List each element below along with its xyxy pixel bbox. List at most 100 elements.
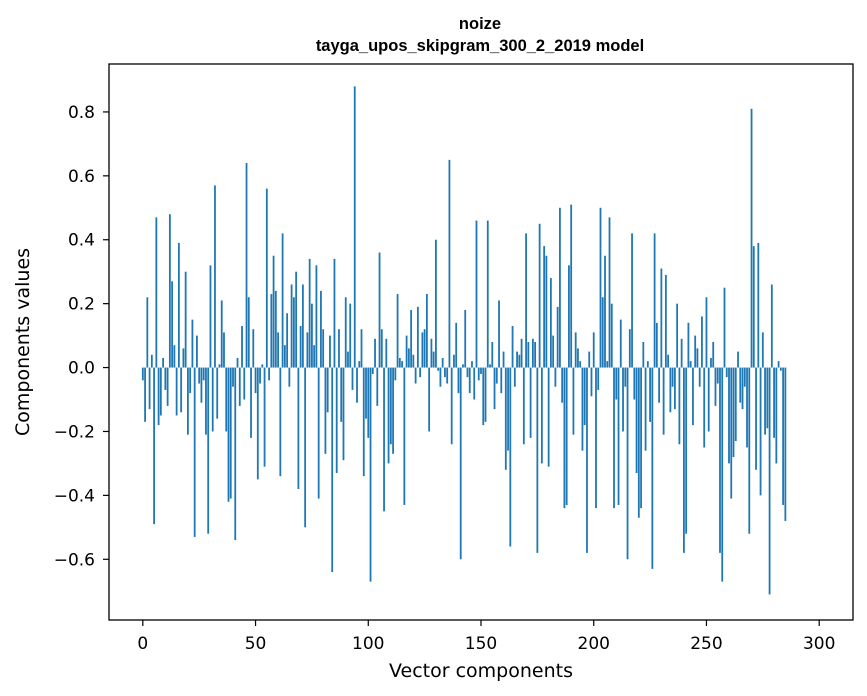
bar bbox=[626, 367, 629, 560]
bar bbox=[536, 367, 539, 553]
bar bbox=[315, 265, 318, 368]
bar bbox=[162, 357, 165, 368]
bar bbox=[349, 303, 352, 368]
bar bbox=[755, 367, 757, 470]
bar bbox=[721, 367, 724, 582]
bar bbox=[646, 361, 649, 368]
bar bbox=[450, 367, 453, 445]
bar bbox=[719, 367, 721, 553]
bar bbox=[599, 207, 602, 368]
bar bbox=[723, 287, 726, 368]
bar bbox=[374, 338, 376, 368]
bar bbox=[628, 329, 631, 368]
x-tick-label: 200 bbox=[578, 634, 610, 654]
bar bbox=[311, 303, 313, 368]
bar bbox=[597, 367, 600, 390]
bar bbox=[229, 367, 232, 499]
bar bbox=[371, 367, 374, 374]
bar bbox=[335, 367, 338, 474]
bar bbox=[779, 367, 782, 371]
bar bbox=[687, 322, 690, 368]
bar bbox=[617, 367, 620, 505]
bar bbox=[340, 367, 343, 422]
bar bbox=[344, 297, 347, 368]
bar bbox=[286, 313, 289, 368]
bar bbox=[680, 338, 683, 368]
bar bbox=[281, 233, 284, 368]
bar bbox=[301, 284, 304, 368]
bar bbox=[455, 322, 458, 368]
bar bbox=[554, 367, 557, 387]
bar bbox=[678, 367, 681, 445]
x-tick-label: 100 bbox=[352, 634, 384, 654]
bar bbox=[180, 367, 183, 413]
bar bbox=[653, 233, 656, 368]
bar bbox=[592, 332, 595, 368]
y-tick-label: −0.6 bbox=[54, 550, 95, 570]
bar bbox=[725, 367, 728, 378]
bar bbox=[252, 329, 255, 368]
y-tick-label: 0.2 bbox=[68, 295, 95, 315]
bar bbox=[410, 310, 413, 368]
bar bbox=[394, 367, 397, 381]
bar bbox=[552, 335, 555, 368]
bar bbox=[631, 233, 633, 368]
bar bbox=[256, 367, 259, 480]
bar bbox=[586, 367, 588, 553]
x-tick-label: 300 bbox=[803, 634, 835, 654]
bar bbox=[748, 367, 751, 534]
bar bbox=[707, 367, 710, 432]
bar bbox=[322, 329, 325, 368]
bar bbox=[383, 367, 385, 512]
bar bbox=[547, 367, 550, 467]
bar bbox=[157, 367, 160, 426]
bar bbox=[543, 246, 546, 368]
bar bbox=[146, 297, 149, 368]
bar bbox=[703, 367, 706, 448]
bar bbox=[441, 357, 444, 368]
bar bbox=[556, 306, 559, 368]
bar bbox=[200, 367, 203, 403]
bar bbox=[453, 354, 455, 368]
bar bbox=[685, 367, 688, 534]
bar bbox=[324, 367, 327, 454]
bar bbox=[444, 367, 446, 378]
bar bbox=[484, 367, 487, 422]
bar bbox=[297, 367, 300, 489]
bar bbox=[234, 367, 237, 541]
bar bbox=[477, 367, 480, 381]
bar bbox=[283, 345, 286, 368]
bar bbox=[529, 367, 532, 438]
bar bbox=[527, 342, 530, 368]
bar bbox=[610, 303, 613, 368]
bar bbox=[270, 294, 273, 368]
bar bbox=[471, 361, 473, 368]
bar bbox=[182, 348, 185, 368]
bar bbox=[662, 367, 665, 435]
bar bbox=[660, 268, 663, 368]
bar bbox=[640, 367, 642, 509]
bar bbox=[770, 284, 773, 368]
bar bbox=[669, 367, 672, 413]
bar bbox=[750, 108, 753, 368]
bar bbox=[561, 367, 564, 403]
bar bbox=[694, 335, 697, 368]
bar bbox=[764, 367, 766, 435]
x-axis-label: Vector components bbox=[389, 660, 573, 682]
bar bbox=[728, 367, 730, 464]
bar bbox=[522, 367, 525, 445]
bar bbox=[369, 367, 372, 582]
bar bbox=[191, 319, 194, 368]
bar bbox=[313, 345, 316, 368]
bar bbox=[171, 281, 174, 368]
bar bbox=[549, 278, 552, 368]
bar bbox=[414, 367, 417, 384]
bar bbox=[218, 364, 221, 368]
bar bbox=[423, 329, 426, 368]
bar bbox=[405, 335, 408, 368]
bar bbox=[642, 342, 645, 368]
bar bbox=[705, 297, 708, 368]
bar bbox=[581, 367, 584, 451]
bar bbox=[574, 332, 577, 368]
bar bbox=[773, 367, 775, 438]
